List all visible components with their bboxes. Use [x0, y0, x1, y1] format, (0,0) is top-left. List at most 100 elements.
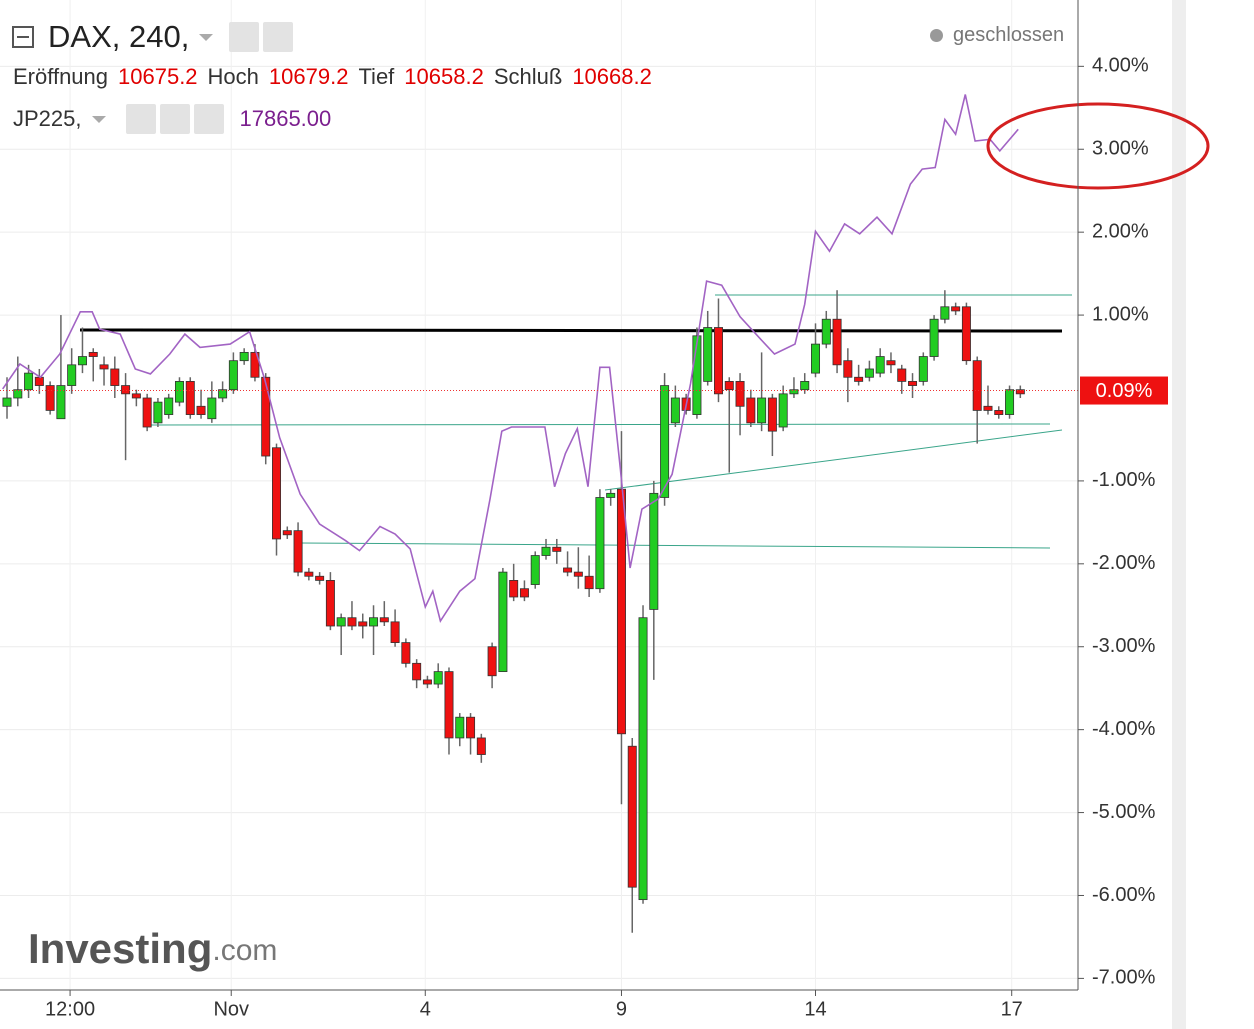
candle-body [778, 393, 788, 428]
x-tick-label: 14 [804, 998, 826, 1020]
candle-body [401, 642, 411, 664]
collapse-icon[interactable] [12, 26, 34, 48]
y-tick-label: 3.00% [1092, 138, 1149, 160]
candle-body [638, 617, 648, 901]
candle-body [153, 401, 163, 424]
candle-body [660, 385, 670, 498]
last-price-box [1080, 376, 1168, 405]
candle-body [606, 492, 616, 498]
ohlc-label: Schluß [493, 64, 563, 89]
grid [0, 0, 1078, 990]
ohlc-label: Tief [358, 64, 395, 89]
candle-body [379, 617, 389, 623]
axis-labels: 4.00% 3.00% 2.00% 1.00% -1.00% -2.00% -3.00% -4… [45, 55, 1168, 1020]
candle-body [972, 360, 982, 411]
legend-entry[interactable]: JP225, [13, 106, 82, 131]
candle-body [261, 376, 271, 457]
candle-body [670, 397, 680, 424]
resistance-line [79, 328, 1063, 333]
x-tick-label: 17 [1001, 998, 1023, 1020]
candle-body [767, 397, 777, 432]
candle-body [282, 530, 292, 536]
remove-button[interactable] [193, 104, 224, 134]
candle-body [886, 360, 896, 366]
candle-body [940, 306, 950, 320]
candle-body [99, 364, 109, 370]
dropdown[interactable] [91, 115, 106, 123]
candle-body [13, 389, 23, 399]
y-tick-label: -7.00% [1092, 967, 1156, 989]
watermark-suffix: .com [212, 934, 277, 967]
dropdown[interactable] [199, 33, 214, 41]
candle-body [811, 343, 821, 374]
candle-body [929, 318, 939, 357]
candle-body [854, 376, 864, 382]
candle-body [228, 360, 238, 391]
candle-body [218, 389, 228, 399]
visibility-button[interactable] [229, 22, 260, 52]
scrollbar [1172, 0, 1186, 1029]
candle-body [207, 397, 217, 420]
candle-body [584, 575, 594, 590]
candle-body [595, 497, 605, 590]
watermark-brand: Investing [28, 925, 212, 972]
candle-body [908, 381, 918, 386]
compare-value: 17865.00 [239, 106, 332, 131]
trend-line [604, 429, 1063, 491]
candle-body [196, 405, 206, 415]
candle-body [131, 393, 141, 399]
trend-line [299, 542, 1051, 549]
candle-body [347, 617, 357, 627]
symbol-title[interactable]: DAX, 240, [48, 19, 190, 54]
candle-body [185, 381, 195, 415]
candle-body [336, 617, 346, 627]
candle-body [627, 745, 637, 888]
candle-body [67, 364, 77, 386]
candle-body [918, 356, 928, 382]
candle-body [530, 555, 540, 585]
candle-body [2, 397, 12, 407]
settings-button[interactable] [159, 104, 190, 134]
ohlc-legend: Eröffnung 10675.2 Hoch 10679.2 Tief 10658.2… [13, 64, 662, 90]
ohlc-label: Eröffnung [13, 64, 109, 89]
visibility-button[interactable] [125, 104, 156, 134]
candle-body [832, 318, 842, 366]
candle-body [616, 488, 626, 735]
candle-body [34, 376, 44, 386]
candle-body [110, 368, 120, 386]
header-row: DAX, 240, [12, 18, 297, 56]
candle-body [789, 389, 799, 395]
candle-body [735, 381, 745, 407]
candle-body [1005, 389, 1015, 415]
candle-body [466, 716, 476, 739]
x-tick-label: Nov [213, 998, 249, 1020]
candle-body [77, 356, 87, 366]
candle-body [315, 575, 325, 581]
candle-body [757, 397, 767, 424]
candle-body [164, 397, 174, 415]
candle-body [724, 381, 734, 391]
candle-body [142, 397, 152, 428]
trendlines [79, 294, 1072, 549]
candle-body [250, 351, 260, 378]
candle-body [444, 671, 454, 739]
candle-body [552, 546, 562, 552]
y-tick-label: -2.00% [1092, 552, 1156, 574]
y-tick-label: 4.00% [1092, 55, 1149, 77]
candle-body [239, 351, 249, 362]
candle-body [509, 580, 519, 598]
candle-body [369, 617, 379, 627]
y-tick-label: 2.00% [1092, 220, 1149, 242]
candle-body [713, 327, 723, 395]
status: geschlossen [930, 24, 1064, 47]
y-tick-label: -6.00% [1092, 884, 1156, 906]
x-tick-label: 4 [420, 998, 431, 1020]
candle-body [1015, 389, 1025, 395]
settings-button[interactable] [263, 22, 294, 52]
candle-body [121, 385, 131, 395]
candle-body [455, 716, 465, 739]
plot [0, 94, 1078, 933]
candle-body [994, 410, 1004, 415]
candle-body [649, 492, 659, 610]
